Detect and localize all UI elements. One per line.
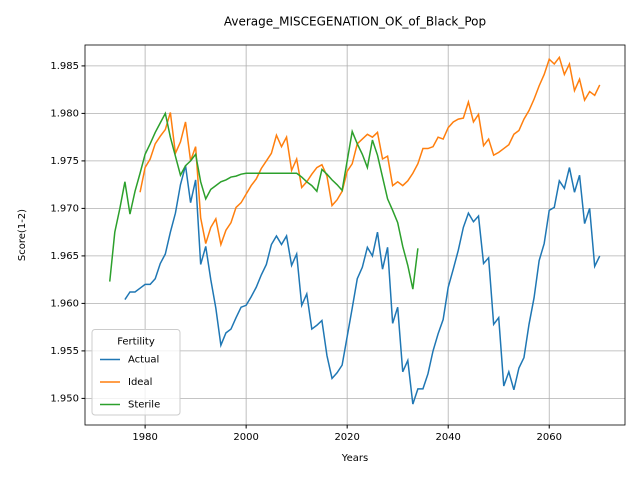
x-axis-label: Years <box>341 453 368 464</box>
y-tick-label: 1.965 <box>50 251 79 262</box>
x-tick-label: 1980 <box>132 432 157 443</box>
legend-label: Sterile <box>128 400 160 411</box>
legend-title: Fertility <box>117 337 155 348</box>
x-tick-label: 2000 <box>233 432 258 443</box>
legend-box <box>91 329 181 416</box>
x-tick-label: 2060 <box>537 432 562 443</box>
legend-label: Actual <box>128 355 159 366</box>
x-tick-label: 2040 <box>435 432 460 443</box>
series-line <box>124 165 601 405</box>
chart-title: Average_MISCEGENATION_OK_of_Black_Pop <box>224 15 486 29</box>
y-tick-label: 1.980 <box>50 108 79 119</box>
y-tick-label: 1.955 <box>50 346 79 357</box>
y-tick-label: 1.970 <box>50 203 79 214</box>
y-tick-label: 1.960 <box>50 298 79 309</box>
series-line <box>109 111 419 290</box>
x-tick-label: 2020 <box>334 432 359 443</box>
y-tick-label: 1.975 <box>50 156 79 167</box>
y-tick-label: 1.950 <box>50 393 79 404</box>
y-tick-label: 1.985 <box>50 61 79 72</box>
series-line <box>139 55 601 248</box>
legend-label: Ideal <box>128 377 152 388</box>
y-axis-label: Score(1-2) <box>17 209 28 261</box>
axes-frame <box>84 44 626 426</box>
